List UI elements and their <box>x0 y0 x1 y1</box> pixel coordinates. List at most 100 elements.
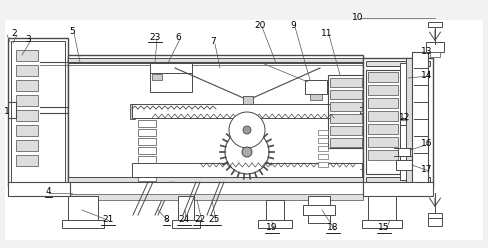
Bar <box>368 196 396 224</box>
Text: 1: 1 <box>4 107 10 117</box>
Bar <box>132 104 360 118</box>
Bar <box>16 140 38 151</box>
Text: 17: 17 <box>421 165 433 175</box>
Bar <box>8 38 68 186</box>
Bar <box>16 155 38 166</box>
Text: 5: 5 <box>69 28 75 36</box>
Bar <box>330 126 362 135</box>
Bar <box>428 213 442 218</box>
Bar <box>266 200 284 224</box>
Bar <box>152 74 162 80</box>
Bar <box>328 75 364 148</box>
Bar <box>330 102 362 111</box>
Bar <box>368 98 398 108</box>
Bar <box>362 220 402 228</box>
Bar <box>172 220 200 228</box>
Bar <box>366 70 400 174</box>
Bar <box>68 177 363 182</box>
Bar <box>150 63 192 73</box>
Bar <box>400 125 408 180</box>
Bar <box>5 20 483 240</box>
Bar <box>68 55 363 185</box>
Circle shape <box>229 112 265 148</box>
Bar <box>368 124 398 134</box>
Bar <box>368 72 398 82</box>
Circle shape <box>242 147 252 157</box>
Text: 8: 8 <box>163 216 169 224</box>
Bar <box>16 125 38 136</box>
Bar <box>68 182 363 196</box>
Text: 9: 9 <box>290 21 296 30</box>
Bar <box>400 63 408 118</box>
Text: 10: 10 <box>352 12 364 22</box>
Bar <box>318 154 328 159</box>
Bar <box>430 52 440 57</box>
Bar <box>8 182 70 196</box>
Bar <box>412 52 428 190</box>
Bar <box>368 137 398 147</box>
Bar <box>258 220 292 228</box>
Text: 15: 15 <box>378 223 390 233</box>
Bar <box>138 156 156 163</box>
Bar <box>308 196 330 208</box>
Bar <box>330 78 362 87</box>
Bar <box>366 177 430 182</box>
Bar <box>426 42 444 52</box>
Bar <box>62 220 104 228</box>
Text: 2: 2 <box>11 29 17 37</box>
Bar <box>428 22 442 27</box>
Text: 24: 24 <box>179 216 190 224</box>
Bar <box>138 165 156 172</box>
Bar <box>138 174 156 181</box>
Bar <box>318 162 328 167</box>
Bar <box>16 80 38 91</box>
Bar <box>243 96 253 104</box>
Bar <box>398 148 410 156</box>
Circle shape <box>243 126 251 134</box>
Text: 21: 21 <box>102 216 114 224</box>
Text: 18: 18 <box>327 223 339 233</box>
Bar <box>330 90 362 99</box>
Bar <box>150 72 192 92</box>
Bar <box>310 94 322 100</box>
Bar <box>138 147 156 154</box>
Bar <box>330 114 362 123</box>
Text: 3: 3 <box>25 35 31 44</box>
Bar <box>68 58 363 63</box>
Bar <box>330 138 362 147</box>
Text: 12: 12 <box>399 114 411 123</box>
Bar <box>178 196 194 224</box>
Bar <box>303 205 335 215</box>
Bar <box>363 182 433 196</box>
Bar <box>16 110 38 121</box>
Text: 23: 23 <box>149 32 161 41</box>
Text: 19: 19 <box>266 223 278 233</box>
Bar <box>16 95 38 106</box>
Bar <box>396 160 412 170</box>
Text: 25: 25 <box>208 216 220 224</box>
Bar <box>318 130 328 135</box>
Text: 13: 13 <box>421 48 433 57</box>
Bar <box>318 146 328 151</box>
Text: 22: 22 <box>194 216 205 224</box>
Text: 6: 6 <box>175 32 181 41</box>
Text: 4: 4 <box>45 187 51 196</box>
Text: 20: 20 <box>254 21 265 30</box>
Text: 14: 14 <box>421 70 433 80</box>
Bar <box>368 111 398 121</box>
Bar <box>428 218 442 226</box>
Bar <box>318 138 328 143</box>
Bar <box>16 50 38 61</box>
Bar <box>406 58 412 186</box>
Bar <box>368 85 398 95</box>
Bar <box>368 150 398 160</box>
Bar <box>366 61 430 66</box>
Text: 7: 7 <box>210 37 216 47</box>
Bar <box>305 80 327 94</box>
Bar <box>11 41 65 183</box>
Bar <box>138 129 156 136</box>
Bar <box>138 138 156 145</box>
Bar <box>138 120 156 127</box>
Bar <box>68 194 363 200</box>
Bar <box>68 196 98 224</box>
